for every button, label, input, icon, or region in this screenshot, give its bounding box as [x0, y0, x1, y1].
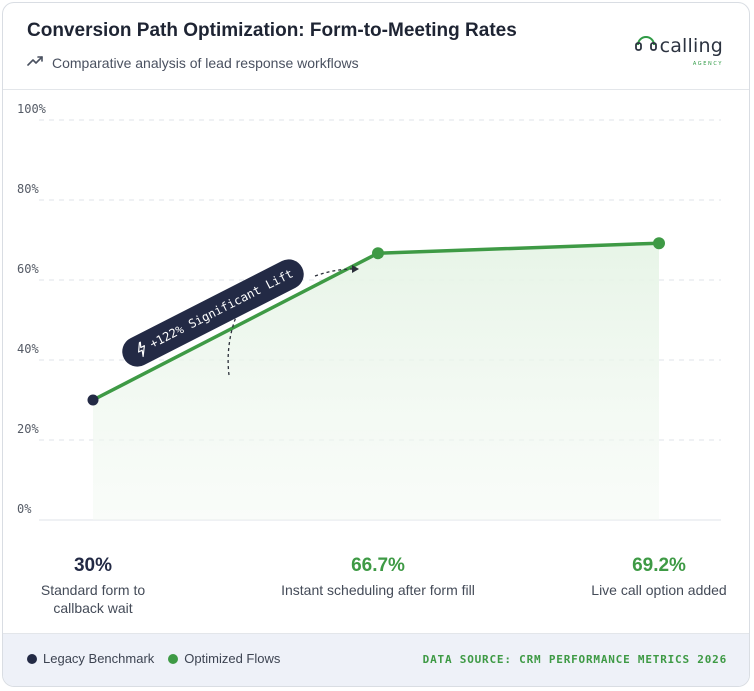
calling-agency-logo: calling AGENCY [634, 33, 723, 67]
legend-dot-optimized [168, 653, 179, 664]
legend-dot-legacy [27, 653, 37, 664]
y-tick-label: 100% [17, 102, 47, 116]
line-chart: 0%20%40%60%80%100% +122% Significant Lif… [17, 102, 721, 521]
logo-word: calling [659, 34, 723, 57]
data-label-value: 69.2% [632, 555, 686, 576]
legend: Legacy Benchmark Optimized Flows [27, 651, 280, 666]
trending-up-icon [27, 54, 43, 72]
y-tick-label: 60% [17, 262, 39, 276]
annotation-arrow-head-line [314, 268, 356, 277]
data-point [87, 394, 99, 406]
arrow-head [352, 265, 359, 273]
legend-item-legacy: Legacy Benchmark [27, 651, 154, 666]
legend-item-optimized: Optimized Flows [168, 651, 280, 666]
chart-title: Conversion Path Optimization: Form-to-Me… [27, 20, 517, 41]
logo-wordmark: calling AGENCY [659, 34, 723, 67]
lightning-icon [138, 341, 145, 358]
callout-badge [122, 259, 304, 367]
chart-subtitle: Comparative analysis of lead response wo… [52, 55, 359, 71]
x-category-label: Live call option added [591, 582, 727, 598]
subtitle-row: Comparative analysis of lead response wo… [27, 54, 359, 72]
chart-header: Conversion Path Optimization: Form-to-Me… [3, 3, 749, 90]
legend-label-legacy: Legacy Benchmark [43, 651, 155, 666]
data-label-value: 30% [73, 555, 113, 576]
y-tick-label: 40% [17, 342, 39, 356]
data-label-value: 66.7% [351, 555, 405, 576]
chart-footer: Legacy Benchmark Optimized Flows DATA SO… [3, 633, 749, 686]
area-fill [93, 243, 659, 520]
data-point [372, 247, 384, 260]
logo-subword: AGENCY [692, 60, 723, 67]
x-category-label: Instant scheduling after form fill [281, 582, 475, 598]
data-source: DATA SOURCE: CRM PERFORMANCE METRICS 202… [422, 653, 727, 666]
legend-label-optimized: Optimized Flows [184, 651, 281, 666]
y-tick-label: 0% [17, 502, 32, 516]
y-tick-label: 80% [17, 182, 39, 196]
x-category-label: Standard form to callback wait [40, 582, 146, 616]
headset-logo-icon [634, 33, 658, 58]
y-tick-label: 20% [17, 422, 39, 436]
data-point [653, 237, 665, 250]
